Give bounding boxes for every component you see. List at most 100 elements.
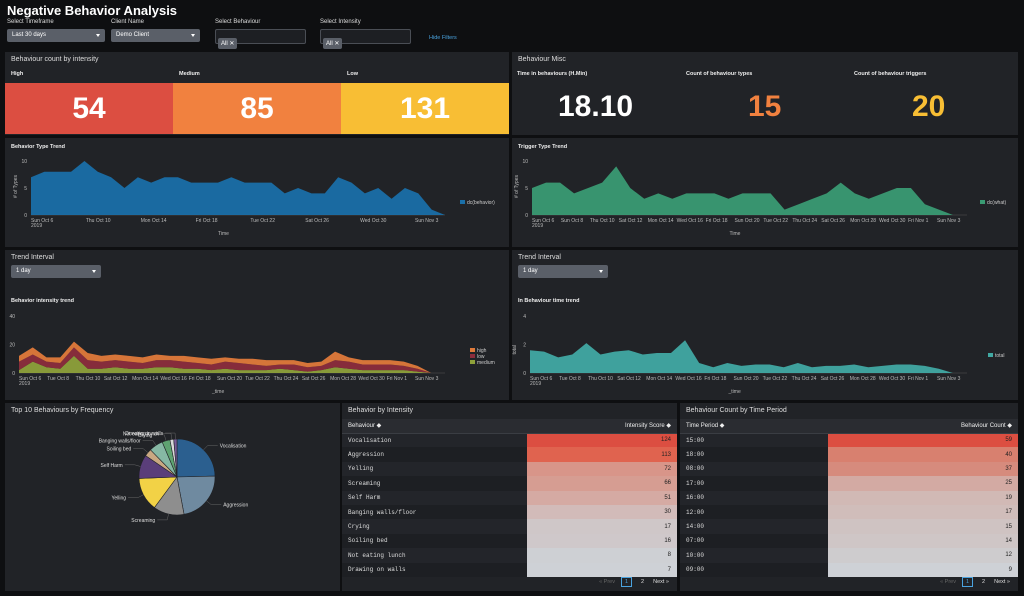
timeframe-filter: Select Timeframe Last 30 days [7, 19, 105, 42]
hide-filters-link[interactable]: Hide Filters [429, 35, 457, 41]
legend-label: dc(behavior) [467, 200, 495, 206]
intensity-table: Behaviour ◆ Intensity Score ◆ Vocalisati… [342, 419, 677, 577]
x-tick-label: Fri Oct 18 [196, 218, 218, 224]
leader-line [165, 432, 176, 440]
slice-label: Soiling bed [107, 447, 132, 453]
row-value: 17 [527, 519, 677, 534]
legend-label: medium [477, 360, 495, 366]
table-row[interactable]: 14:00 15 [680, 519, 1018, 534]
behaviour-multiselect[interactable]: All ✕ [215, 29, 306, 49]
table-row[interactable]: 10:00 12 [680, 548, 1018, 563]
table-row[interactable]: 18:00 40 [680, 447, 1018, 462]
row-key: Not eating lunch [342, 548, 527, 563]
close-icon[interactable]: ✕ [334, 41, 340, 47]
table-row[interactable]: 17:00 25 [680, 476, 1018, 491]
table-row[interactable]: Not eating lunch 8 [342, 548, 677, 563]
table-row[interactable]: 15:00 59 [680, 433, 1018, 448]
pie-slice[interactable] [176, 438, 216, 478]
table-row[interactable]: Crying 17 [342, 519, 677, 534]
y-tick-label: 5 [24, 186, 27, 192]
page-1-button[interactable]: 1 [961, 577, 974, 587]
leader-line [203, 445, 218, 450]
x-tick-label: Wed Oct 16 [160, 376, 187, 382]
series-area-0[interactable] [31, 161, 445, 215]
time-in-behaviours-value: 18.10 [558, 90, 634, 123]
next-page-button[interactable]: Next » [653, 579, 669, 585]
row-value: 19 [828, 490, 1018, 505]
behaviour-chip[interactable]: All ✕ [218, 38, 238, 49]
row-key: Drawing on walls [342, 562, 527, 577]
time-in-behaviours-label: Time in behaviours (H.Min) [517, 71, 588, 77]
slice-label: Drawing on walls [125, 431, 163, 437]
x-tick-label: Thu Oct 10 [590, 218, 615, 224]
x-tick-label: 2019 [530, 381, 541, 387]
prev-page-button[interactable]: « Prev [599, 579, 615, 585]
row-key: 12:00 [680, 504, 828, 520]
behavior-type-trend-panel: Behavior Type Trend 10 5 0 Sun Oct 6 2019 Thu … [5, 138, 509, 247]
series-area-0[interactable] [532, 166, 967, 215]
legend-swatch [470, 360, 475, 364]
chart-title: Trigger Type Trend [518, 144, 567, 150]
page-2-button[interactable]: 2 [641, 579, 645, 585]
intensity-multiselect[interactable]: All ✕ [320, 29, 411, 49]
prev-page-button[interactable]: « Prev [940, 579, 956, 585]
series-area-0[interactable] [19, 355, 445, 373]
leader-line [157, 514, 169, 521]
close-icon[interactable]: ✕ [229, 41, 235, 47]
intensity-score-column-header[interactable]: Intensity Score ◆ [527, 419, 677, 434]
table-row[interactable]: 09:00 9 [680, 562, 1018, 577]
x-tick-label: Tue Oct 22 [245, 376, 270, 382]
client-value: Demo Client [116, 32, 150, 38]
next-page-button[interactable]: Next » [994, 579, 1010, 585]
table-row[interactable]: Vocalisation 124 [342, 433, 677, 448]
trigger-type-trend-panel: Trigger Type Trend 10 5 0 Sun Oct 6 2019 Sun O… [512, 138, 1018, 247]
top10-behaviours-pie: Vocalisation Aggression Screaming Yelling Se… [99, 431, 249, 524]
x-tick-label: Sun Oct 20 [217, 376, 242, 382]
trend-interval-dropdown[interactable]: 1 day [518, 265, 608, 278]
x-tick-label: Wed Oct 30 [358, 376, 385, 382]
series-area-0[interactable] [530, 340, 967, 373]
x-tick-label: Mon Oct 14 [132, 376, 158, 382]
table-row[interactable]: 08:00 37 [680, 461, 1018, 477]
time-period-table: Time Period ◆ Behaviour Count ◆ 15:00 59 1… [680, 419, 1018, 577]
trend-interval-label: Trend Interval [11, 254, 54, 261]
table-row[interactable]: Banging walls/floor 30 [342, 504, 677, 520]
page-2-button[interactable]: 2 [982, 579, 986, 585]
series-area-2[interactable] [19, 341, 445, 373]
behavior-by-intensity-panel: Behavior by Intensity Behaviour ◆ Intens… [342, 403, 677, 591]
table-row[interactable]: Aggression 113 [342, 447, 677, 462]
panel-title: Behavior by Intensity [348, 407, 413, 414]
behaviour-column-header[interactable]: Behaviour ◆ [342, 419, 527, 434]
series-area-1[interactable] [19, 347, 445, 373]
leader-line [133, 448, 149, 453]
timeframe-dropdown[interactable]: Last 30 days [7, 29, 105, 42]
table-row[interactable]: Yelling 72 [342, 461, 677, 477]
pie-slice[interactable] [176, 475, 216, 515]
table-row[interactable]: Soiling bed 16 [342, 533, 677, 549]
x-tick-label: Sat Oct 12 [104, 376, 128, 382]
trend-interval-dropdown[interactable]: 1 day [11, 265, 101, 278]
row-key: Crying [342, 519, 527, 534]
chart-title: In Behaviour time trend [518, 298, 579, 304]
time-period-column-header[interactable]: Time Period ◆ [680, 419, 828, 434]
table-row[interactable]: 12:00 17 [680, 504, 1018, 520]
client-dropdown[interactable]: Demo Client [111, 29, 200, 42]
table-row[interactable]: Self Harm 51 [342, 490, 677, 505]
row-key: Aggression [342, 447, 527, 462]
x-tick-label: Thu Oct 24 [792, 218, 817, 224]
page-1-button[interactable]: 1 [620, 577, 633, 587]
x-tick-label: Tue Oct 22 [763, 376, 788, 382]
table-row[interactable]: Screaming 66 [342, 476, 677, 491]
behaviour-count-column-header[interactable]: Behaviour Count ◆ [828, 419, 1018, 434]
table-row[interactable]: Drawing on walls 7 [342, 562, 677, 577]
y-tick-label: 0 [12, 371, 15, 377]
x-tick-label: Sun Nov 3 [415, 218, 439, 224]
table-row[interactable]: 16:00 19 [680, 490, 1018, 505]
leader-line [160, 433, 173, 440]
intensity-chip[interactable]: All ✕ [323, 38, 343, 49]
table-row[interactable]: 07:00 14 [680, 533, 1018, 549]
leader-line [206, 500, 222, 505]
leader-line [124, 464, 141, 467]
x-tick-label: Thu Oct 10 [86, 218, 111, 224]
